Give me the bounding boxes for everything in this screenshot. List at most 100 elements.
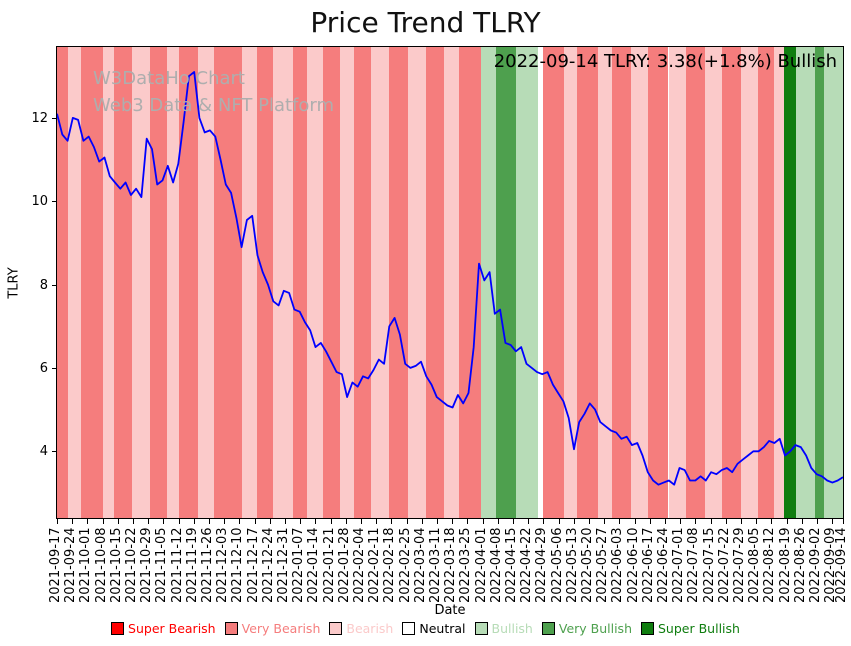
- x-tick-label: 2022-08-19: [777, 527, 793, 603]
- x-tick-label: 2022-01-14: [306, 527, 322, 603]
- x-tick-mark: [512, 519, 514, 524]
- legend-swatch-neutral: [402, 622, 416, 635]
- sentiment-band-bearish: [563, 47, 578, 518]
- x-tick-mark: [543, 519, 545, 524]
- x-tick-mark: [133, 519, 134, 524]
- legend-swatch-very_bearish: [224, 622, 238, 635]
- x-tick-mark: [558, 519, 560, 524]
- x-tick-mark: [163, 519, 165, 524]
- x-tick-label: 2022-02-04: [351, 527, 367, 603]
- x-tick-label: 2022-05-27: [595, 527, 611, 603]
- x-tick-mark: [816, 519, 818, 524]
- x-tick-mark: [497, 519, 499, 524]
- sentiment-band-bearish: [198, 47, 215, 518]
- sentiment-band-bearish: [407, 47, 427, 518]
- x-tick-mark: [710, 519, 712, 524]
- x-tick-mark: [649, 519, 651, 524]
- price-line: [57, 71, 843, 486]
- x-tick-mark: [619, 519, 621, 524]
- x-tick-label: 2022-08-05: [747, 527, 763, 603]
- x-tick-mark: [345, 519, 347, 524]
- legend-label: Super Bullish: [658, 621, 740, 636]
- x-tick-label: 2022-09-14: [834, 527, 849, 603]
- x-tick-mark: [193, 519, 195, 524]
- x-tick-label: 2022-02-18: [382, 527, 398, 603]
- x-tick-mark: [300, 519, 302, 524]
- sentiment-band-bearish: [339, 47, 355, 518]
- sentiment-band-very_bullish: [814, 47, 825, 518]
- x-tick-mark: [528, 519, 530, 524]
- x-tick-mark: [360, 519, 362, 524]
- legend-swatch-super_bullish: [641, 622, 654, 635]
- x-tick-mark: [588, 519, 590, 524]
- x-tick-mark: [285, 519, 287, 524]
- sentiment-band-very_bearish: [57, 47, 68, 518]
- x-tick-mark: [680, 519, 682, 524]
- sentiment-band-very_bearish: [758, 47, 774, 518]
- x-tick-label: 2021-11-05: [154, 527, 170, 603]
- x-tick-label: 2022-08-26: [792, 527, 808, 603]
- x-tick-mark: [604, 519, 606, 524]
- x-tick-mark: [771, 519, 773, 524]
- x-tick-label: 2022-05-20: [579, 527, 595, 603]
- x-tick-label: 2022-04-15: [503, 527, 519, 603]
- sentiment-band-very_bearish: [388, 47, 408, 518]
- x-tick-mark: [87, 519, 89, 524]
- legend-swatch-super_bearish: [111, 622, 125, 635]
- x-tick-mark: [72, 519, 74, 524]
- x-tick-mark: [786, 519, 788, 524]
- x-tick-label: 2021-12-03: [215, 527, 231, 603]
- x-tick-label: 2021-11-12: [169, 527, 185, 603]
- x-tick-mark: [725, 519, 727, 524]
- legend-item-super_bearish: Super Bearish: [111, 621, 216, 636]
- x-tick-label: 2022-03-18: [443, 527, 459, 603]
- sentiment-band-bearish: [306, 47, 323, 518]
- x-tick-label: 2022-03-11: [427, 527, 443, 603]
- sentiment-band-bullish: [516, 47, 539, 518]
- x-tick-label: 2022-01-28: [336, 527, 352, 603]
- chart-title: Price Trend TLRY: [310, 6, 541, 39]
- legend-label: Very Bullish: [558, 621, 632, 636]
- x-tick-label: 2021-12-24: [260, 527, 276, 603]
- y-tick-mark: [52, 367, 57, 369]
- x-tick-label: 2022-01-21: [321, 527, 337, 603]
- sentiment-band-very_bearish: [721, 47, 741, 518]
- x-tick-mark: [664, 519, 666, 524]
- x-tick-mark: [239, 519, 241, 524]
- x-tick-label: 2022-06-24: [655, 527, 671, 603]
- sentiment-band-very_bearish: [577, 47, 598, 518]
- legend-label: Very Bearish: [241, 621, 321, 636]
- x-tick-label: 2022-04-08: [488, 527, 504, 603]
- x-tick-mark: [634, 519, 636, 524]
- sentiment-band-bearish: [740, 47, 759, 518]
- legend-item-super_bullish: Super Bullish: [641, 621, 740, 636]
- x-tick-label: 2021-11-26: [200, 527, 215, 603]
- sentiment-band-bullish: [481, 47, 496, 518]
- sentiment-band-very_bearish: [113, 47, 133, 518]
- x-tick-label: 2022-06-03: [610, 527, 626, 603]
- sentiment-band-very_bearish: [214, 47, 242, 518]
- x-tick-mark: [224, 519, 226, 524]
- x-tick-label: 2022-04-29: [534, 527, 550, 603]
- sentiment-band-bullish: [795, 47, 815, 518]
- legend-item-neutral: Neutral: [402, 621, 466, 636]
- x-tick-mark: [467, 519, 469, 524]
- x-tick-mark: [178, 519, 180, 524]
- sentiment-band-very_bearish: [80, 47, 103, 518]
- x-tick-label: 2021-10-22: [124, 527, 139, 603]
- x-tick-mark: [209, 519, 210, 524]
- x-tick-mark: [421, 519, 423, 524]
- x-tick-mark: [740, 519, 742, 524]
- x-tick-mark: [756, 519, 758, 524]
- x-tick-label: 2021-12-31: [276, 527, 292, 603]
- legend: Super Bearish Very Bearish Bearish Neutral B…: [0, 621, 851, 636]
- x-tick-label: 2021-11-19: [184, 527, 200, 603]
- x-tick-label: 2022-01-07: [291, 527, 307, 603]
- x-tick-mark: [269, 519, 271, 524]
- x-tick-label: 2022-03-25: [458, 527, 474, 603]
- legend-item-very_bullish: Very Bullish: [541, 621, 632, 636]
- x-tick-label: 2021-10-08: [93, 527, 109, 603]
- sentiment-band-bearish: [132, 47, 150, 518]
- x-tick-mark: [406, 519, 408, 524]
- x-tick-mark: [391, 519, 393, 524]
